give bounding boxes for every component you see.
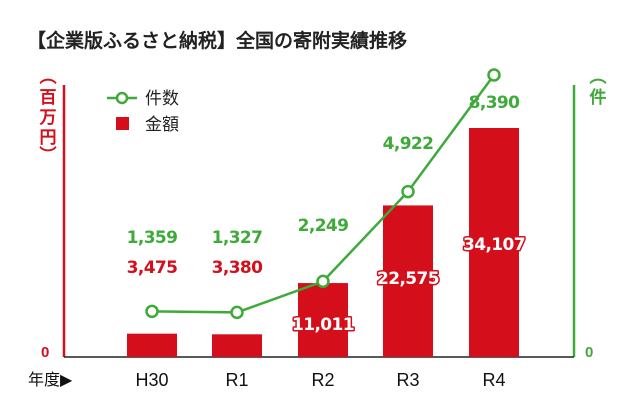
legend: 件数 金額 [107,89,179,135]
legend-bar-marker [116,117,129,130]
legend-line-dot [115,91,129,105]
count-label-R3: 4,922 [383,134,434,154]
legend-label-count: 件数 [145,89,179,109]
left-axis-paren-open: ︵ [40,67,57,87]
x-axis-ticks: H30 R1 R2 R3 R4 [135,370,505,390]
amount-label-R2: 11,011 [292,315,354,335]
x-tick-R4: R4 [482,370,505,390]
x-tick-R1: R1 [225,370,248,390]
chart-title: 【企業版ふるさと納税】全国の寄附実績推移 [27,29,407,52]
bar-R3 [383,205,433,357]
bar-R2 [298,283,348,357]
count-point-R1 [230,305,244,320]
data-labels: 1,359 1,327 2,249 4,922 8,390 3,475 3,380 11,01… [127,93,527,337]
legend-label-amount: 金額 [145,115,179,135]
x-tick-R3: R3 [396,370,419,390]
amount-label-H30: 3,475 [127,258,178,278]
left-axis-zero: 0 [41,344,49,361]
left-axis-unit: ︵ 百 万 円 ︶ [39,67,57,166]
count-point-R3 [401,184,415,199]
left-axis-unit-char-1: 百 [40,88,57,108]
x-tick-R2: R2 [311,370,334,390]
left-axis-unit-char-2: 万 [39,108,57,128]
count-point-R2 [316,274,330,289]
count-point-H30 [145,304,159,319]
left-axis-unit-char-3: 円 [40,128,57,148]
right-axis-unit-char-1: 件 [590,87,607,108]
count-label-R2: 2,249 [298,216,349,236]
amount-label-R1: 3,380 [212,258,264,278]
amount-label-R3: 22,575 [377,269,439,289]
bar-series [127,128,519,357]
count-point-R4 [487,68,501,82]
line-series [145,68,501,320]
x-tick-H30: H30 [135,370,168,390]
bar-R4 [469,128,519,357]
count-label-R4: 8,390 [469,93,521,113]
right-axis-unit: ︵ 件 [590,67,607,108]
count-label-H30: 1,359 [127,228,178,248]
x-axis-label: 年度▶ [28,370,73,389]
right-axis-zero: 0 [585,344,593,361]
right-axis-paren-open: ︵ [590,67,607,87]
amount-label-R4: 34,107 [463,235,525,255]
left-axis-paren-close: ︶ [40,145,57,166]
bar-H30 [127,333,177,357]
bar-R1 [212,334,262,357]
count-label-R1: 1,327 [212,228,263,248]
